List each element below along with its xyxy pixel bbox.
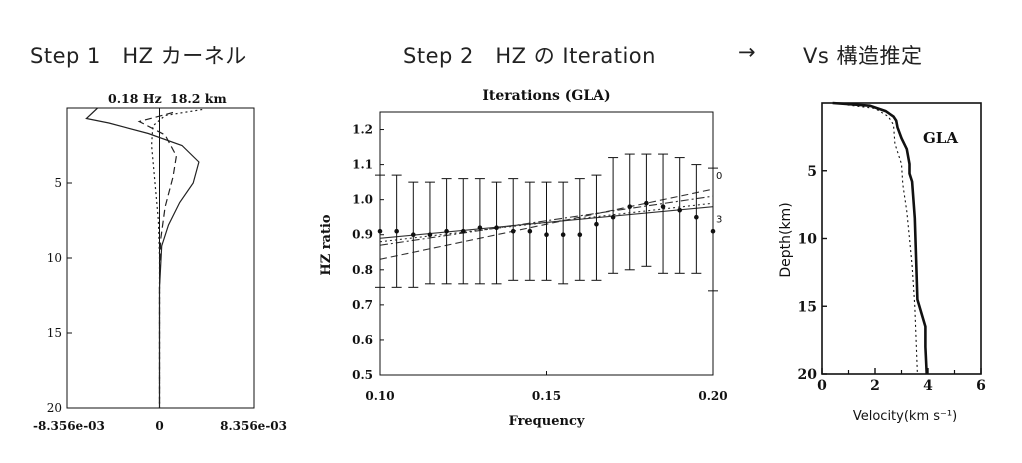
observed-point bbox=[710, 228, 716, 234]
observed-point bbox=[477, 225, 483, 231]
observed-point bbox=[444, 228, 449, 234]
observed-point bbox=[527, 228, 533, 234]
iteration-y-tick-label: 0.9 bbox=[352, 228, 373, 242]
observed-point bbox=[510, 228, 516, 234]
vs-profile-dotted bbox=[832, 102, 918, 375]
step2-heading: Step 2 HZ の Iteration bbox=[403, 44, 656, 68]
iteration-y-tick-label: 1.2 bbox=[352, 123, 373, 137]
iteration-x-tick-label: 0.15 bbox=[532, 389, 561, 403]
observed-point bbox=[610, 214, 616, 220]
observed-point bbox=[644, 200, 649, 206]
iteration-chart-title: Iterations (GLA) bbox=[482, 88, 610, 104]
vs-x-tick-label: 4 bbox=[923, 378, 933, 394]
observed-point bbox=[411, 232, 416, 238]
kernel-curve-solid bbox=[85, 107, 200, 408]
observed-point bbox=[560, 232, 566, 238]
iteration-x-axis-label: Frequency bbox=[509, 414, 585, 429]
kernel-y-tick-label: 15 bbox=[47, 326, 62, 340]
kernel-y-tick-label: 10 bbox=[47, 251, 62, 265]
vs-x-axis-label: Velocity(km s⁻¹) bbox=[853, 409, 957, 424]
iteration-x-tick-label: 0.20 bbox=[698, 389, 727, 403]
vs-y-tick-label: 20 bbox=[798, 367, 818, 383]
iteration-y-tick-label: 0.5 bbox=[352, 368, 373, 382]
kernel-curve-dashed bbox=[137, 111, 178, 408]
observed-point bbox=[460, 228, 466, 234]
observed-point bbox=[394, 228, 399, 234]
observed-point bbox=[627, 204, 633, 209]
observed-point bbox=[427, 232, 433, 238]
observed-point bbox=[594, 221, 599, 227]
iteration-x-tick-label: 0.10 bbox=[365, 389, 394, 403]
vs-y-tick-label: 5 bbox=[807, 164, 817, 180]
vs-x-tick-label: 0 bbox=[817, 378, 827, 394]
iteration-y-tick-label: 1.0 bbox=[352, 193, 373, 207]
kernel-x-tick-label: 0 bbox=[155, 419, 163, 433]
iteration-y-tick-label: 0.6 bbox=[352, 333, 373, 347]
arrow-glyph: → bbox=[738, 40, 757, 64]
observed-point bbox=[577, 232, 583, 238]
iteration-y-tick-label: 1.1 bbox=[352, 158, 373, 172]
vs-x-tick-label: 6 bbox=[976, 378, 986, 394]
iteration-series-label: 3 bbox=[716, 215, 722, 226]
observed-point bbox=[494, 225, 499, 231]
vs-y-axis-label: Depth(km) bbox=[778, 202, 794, 277]
vs-profile-thick-solid bbox=[832, 101, 928, 375]
kernel-y-tick-label: 5 bbox=[54, 176, 62, 190]
vs-x-tick-label: 2 bbox=[870, 378, 880, 394]
kernel-x-tick-label: -8.356e-03 bbox=[33, 419, 105, 433]
iteration-y-tick-label: 0.7 bbox=[352, 298, 373, 312]
kernel-header-label: 0.18 Hz bbox=[108, 91, 162, 106]
observed-point bbox=[694, 214, 699, 220]
observed-point bbox=[660, 204, 666, 209]
kernel-y-tick-label: 20 bbox=[47, 401, 62, 415]
kernel-curve-dotted bbox=[150, 108, 203, 408]
vs-y-tick-label: 10 bbox=[798, 232, 818, 248]
kernel-header-label: 18.2 km bbox=[170, 91, 227, 106]
iteration-y-axis-label: HZ ratio bbox=[319, 214, 334, 276]
iteration-series-label: 0 bbox=[716, 171, 722, 182]
vs-gla-annotation: GLA bbox=[923, 129, 958, 147]
observed-point bbox=[377, 228, 383, 234]
kernel-x-tick-label: 8.356e-03 bbox=[220, 419, 287, 433]
step1-heading: Step 1 HZ カーネル bbox=[30, 44, 247, 68]
step3-heading: Vs 構造推定 bbox=[803, 44, 923, 68]
observed-point bbox=[677, 207, 682, 213]
observed-point bbox=[544, 232, 549, 238]
iteration-model-line-dotted bbox=[379, 202, 714, 243]
iteration-y-tick-label: 0.8 bbox=[352, 263, 373, 277]
vs-y-tick-label: 15 bbox=[798, 299, 817, 315]
